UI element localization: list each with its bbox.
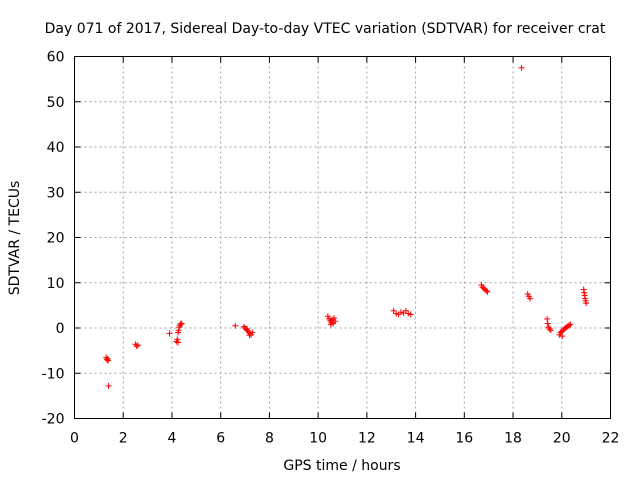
data-point <box>546 325 553 332</box>
data-point <box>518 64 525 71</box>
data-point <box>243 325 250 332</box>
data-point <box>527 295 534 302</box>
data-point <box>133 343 140 350</box>
data-point <box>174 336 181 343</box>
x-tick-label: 14 <box>407 431 425 447</box>
y-tick-label: -20 <box>42 412 65 428</box>
y-tick-label: 50 <box>47 95 65 111</box>
gridlines <box>74 56 611 419</box>
data-point <box>583 300 590 307</box>
x-tick-label: 16 <box>455 431 473 447</box>
data-point <box>232 322 239 329</box>
data-point <box>103 356 110 363</box>
x-axis-label: GPS time / hours <box>283 458 400 474</box>
x-tick-labels: 0 2 4 6 8 10 12 14 16 18 20 22 <box>70 431 619 447</box>
y-tick-label: 40 <box>47 140 65 156</box>
plot-frame <box>74 56 611 419</box>
x-tick-label: 0 <box>70 431 79 447</box>
data-points <box>103 64 590 389</box>
data-point <box>559 333 566 340</box>
data-point <box>544 320 551 327</box>
y-tick-label: 20 <box>47 231 65 247</box>
x-tick-label: 10 <box>309 431 327 447</box>
y-tick-labels: -20 -10 0 10 20 30 40 50 60 <box>42 50 65 428</box>
data-point <box>483 287 490 294</box>
data-point <box>324 313 331 320</box>
x-tick-label: 4 <box>167 431 176 447</box>
x-tick-label: 12 <box>358 431 376 447</box>
data-point <box>249 329 256 336</box>
y-tick-label: -10 <box>42 366 65 382</box>
data-point <box>105 357 112 364</box>
data-point <box>178 320 185 327</box>
data-point <box>407 311 414 318</box>
data-point <box>175 339 182 346</box>
data-point <box>330 320 337 327</box>
data-point <box>567 321 574 328</box>
data-point <box>547 327 554 334</box>
chart-title: Day 071 of 2017, Sidereal Day-to-day VTE… <box>45 21 606 37</box>
x-tick-label: 6 <box>216 431 225 447</box>
data-point <box>134 342 141 349</box>
x-tick-label: 20 <box>553 431 571 447</box>
y-tick-label: 10 <box>47 276 65 292</box>
data-point <box>330 315 337 322</box>
x-tick-label: 2 <box>119 431 128 447</box>
x-tick-label: 18 <box>504 431 522 447</box>
x-tick-label: 8 <box>265 431 274 447</box>
data-point <box>484 288 491 295</box>
data-point <box>105 382 112 389</box>
y-tick-label: 0 <box>56 321 65 337</box>
y-tick-label: 60 <box>47 50 65 66</box>
data-point <box>166 330 173 337</box>
y-tick-label: 30 <box>47 185 65 201</box>
data-point <box>566 322 573 329</box>
y-axis-label: SDTVAR / TECUs <box>7 181 23 296</box>
data-point <box>246 332 253 339</box>
x-tick-label: 22 <box>602 431 620 447</box>
